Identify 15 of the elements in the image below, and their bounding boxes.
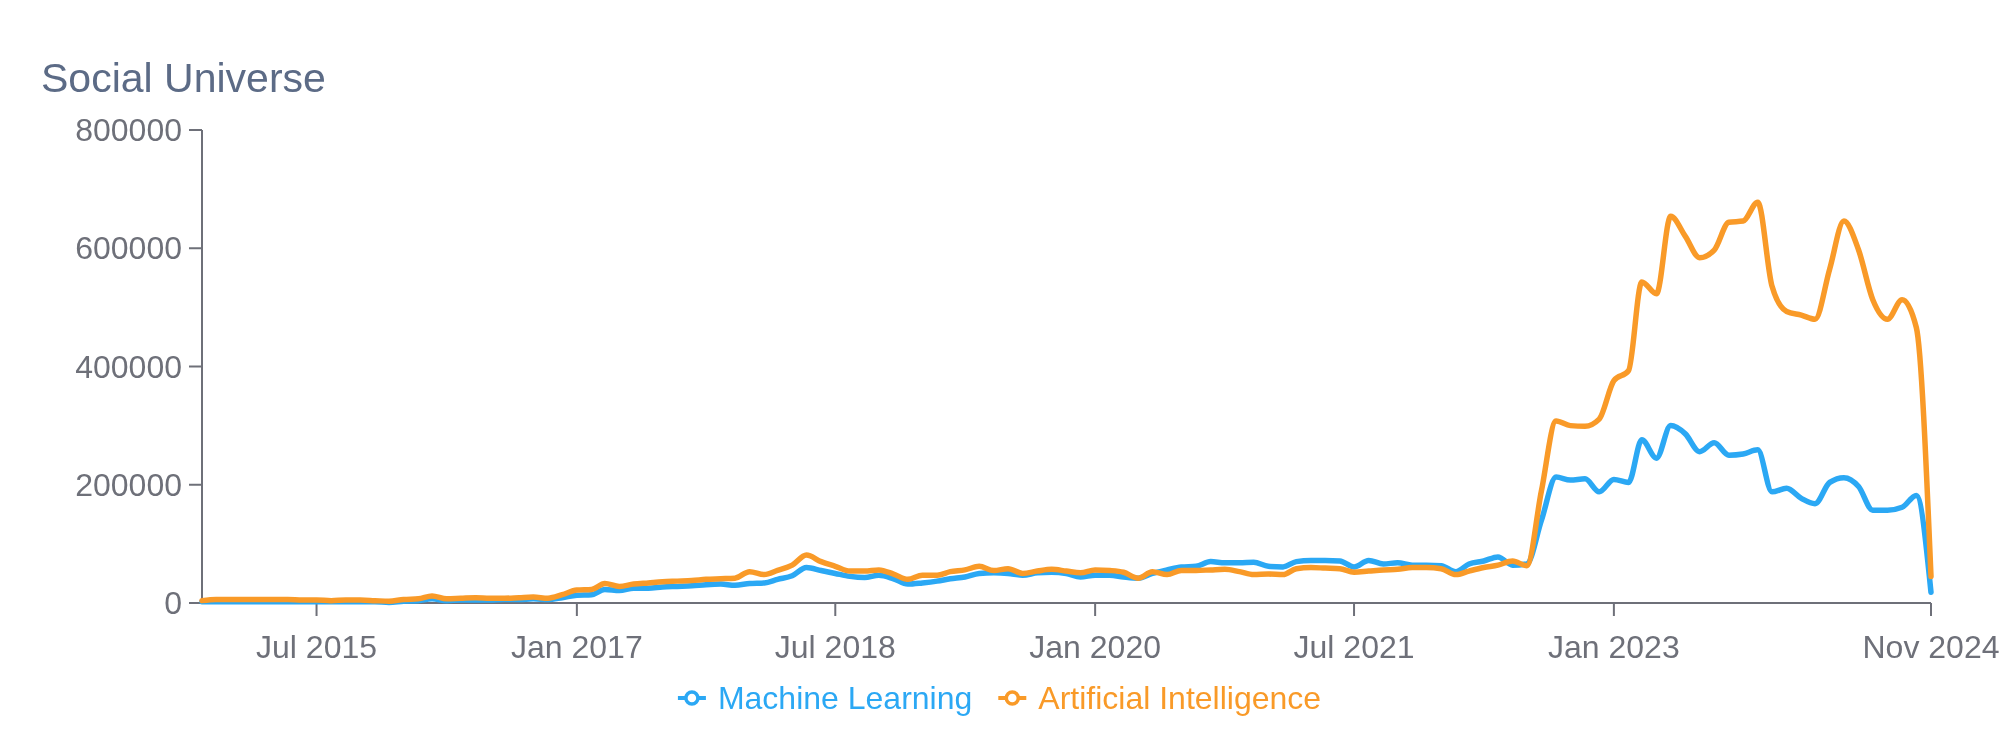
x-tick-label: Jul 2021 (1293, 629, 1415, 665)
x-tick-label: Jan 2017 (511, 629, 643, 665)
chart-title: Social Universe (41, 55, 326, 101)
y-tick-label: 0 (164, 585, 182, 622)
legend-label: Machine Learning (717, 680, 973, 717)
y-tick-label: 400000 (75, 348, 182, 385)
x-tick-label: Jul 2018 (774, 629, 896, 665)
x-tick-label: Nov 2024 (1862, 629, 1999, 665)
y-tick-label: 600000 (75, 230, 182, 267)
x-tick-label: Jul 2015 (256, 629, 378, 665)
legend-label: Artificial Intelligence (1038, 680, 1322, 717)
x-tick-label: Jan 2023 (1548, 629, 1680, 665)
y-tick-label: 800000 (75, 112, 182, 149)
y-tick-label: 200000 (75, 466, 182, 503)
x-tick-label: Jan 2020 (1029, 629, 1161, 665)
